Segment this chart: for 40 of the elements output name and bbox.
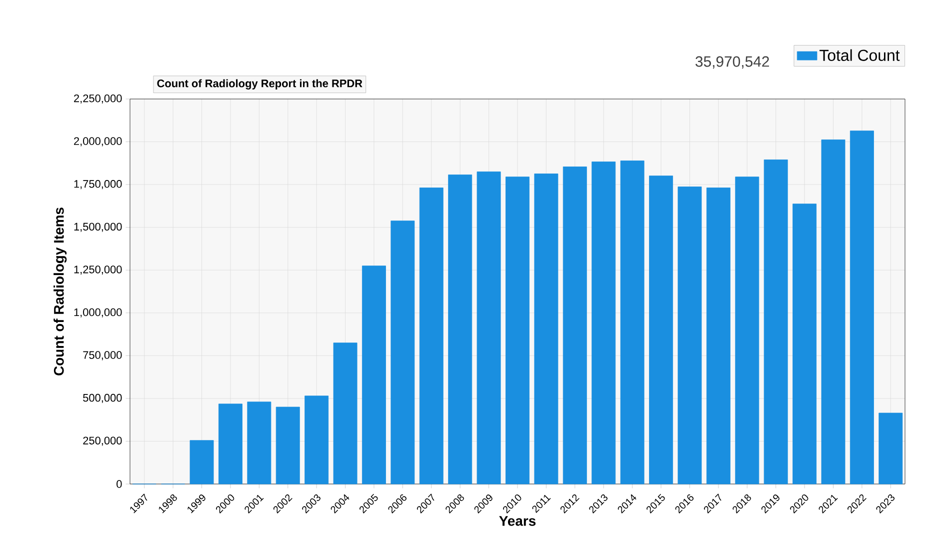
bar: [506, 176, 530, 484]
bar: [304, 396, 329, 484]
y-tick-label: 1,500,000: [74, 222, 122, 232]
bar: [878, 412, 903, 484]
bar: [448, 174, 472, 484]
bar: [190, 440, 214, 484]
bar: [764, 160, 788, 484]
x-axis-title: Years: [499, 516, 536, 526]
bar: [218, 404, 242, 484]
bar: [390, 220, 415, 484]
bar: [419, 188, 444, 484]
bar: [821, 140, 846, 484]
y-tick-label: 2,000,000: [74, 137, 122, 146]
bar: [620, 160, 644, 484]
bar: [534, 174, 558, 484]
bar: [850, 130, 874, 484]
bar: [649, 176, 673, 484]
text: 35,970,542: [696, 56, 769, 69]
bar: [333, 342, 358, 484]
bar: [735, 176, 760, 484]
bar: [562, 166, 587, 484]
bar: [276, 406, 300, 484]
bar: [678, 186, 702, 484]
bar: [476, 172, 501, 484]
bar: [706, 188, 730, 484]
y-axis-title: Count of Radiology Items: [54, 208, 67, 376]
y-tick-label: 1,000,000: [74, 308, 122, 318]
y-tick-label: 750,000: [83, 351, 122, 360]
y-tick-label: 1,750,000: [74, 180, 122, 190]
legend-label: Total Count: [820, 49, 900, 61]
bar: [592, 162, 616, 484]
y-tick-label: 1,250,000: [74, 266, 122, 275]
bar: [247, 402, 272, 484]
bar: [792, 204, 817, 484]
y-tick-label: 500,000: [83, 394, 122, 403]
chart-title: Count of Radiology Report in the RPDR: [157, 79, 362, 90]
y-tick-label: 0: [116, 480, 122, 488]
y-tick-label: 2,250,000: [74, 94, 122, 104]
bar: [362, 266, 386, 484]
y-tick-label: 250,000: [83, 436, 122, 446]
